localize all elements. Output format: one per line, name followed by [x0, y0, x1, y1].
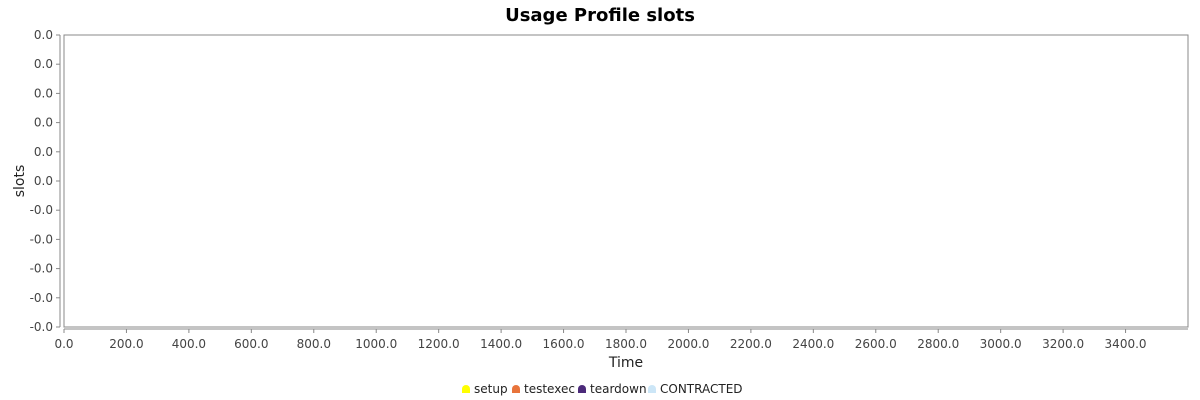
y-tick-label: -0.0: [30, 291, 53, 305]
plot-area: [63, 34, 1189, 328]
y-axis-ticks: 0.0 0.0 0.0 0.0 0.0 0.0 -0.0 -0.0 -0.0 -0.0 -0.0: [30, 28, 60, 334]
legend-marker: [462, 385, 470, 393]
y-axis-label: slots: [12, 165, 28, 198]
y-tick-label: -0.0: [30, 232, 53, 246]
y-tick-label: 0.0: [34, 116, 53, 130]
x-axis-label: Time: [608, 355, 643, 371]
y-tick-label: -0.0: [30, 320, 53, 334]
x-tick-label: 3400.0: [1105, 337, 1147, 351]
legend-item-teardown: teardown: [578, 382, 647, 396]
x-tick-label: 2400.0: [792, 337, 834, 351]
legend-item-testexec: testexec: [512, 382, 575, 396]
legend-label: testexec: [524, 382, 575, 396]
y-tick-label: -0.0: [30, 262, 53, 276]
x-tick-label: 2600.0: [855, 337, 897, 351]
x-tick-label: 2800.0: [917, 337, 959, 351]
x-tick-label: 0.0: [54, 337, 73, 351]
x-tick-label: 600.0: [234, 337, 268, 351]
legend: setup testexec teardown CONTRACTED: [462, 382, 743, 396]
legend-label: CONTRACTED: [660, 382, 743, 396]
x-tick-label: 2200.0: [730, 337, 772, 351]
y-tick-label: -0.0: [30, 203, 53, 217]
y-tick-label: 0.0: [34, 86, 53, 100]
legend-label: setup: [474, 382, 508, 396]
legend-label: teardown: [590, 382, 647, 396]
chart-title: Usage Profile slots: [505, 5, 695, 26]
x-tick-label: 800.0: [297, 337, 331, 351]
x-axis-ticks: 0.0 200.0 400.0 600.0 800.0 1000.0 1200.0 1400.…: [54, 329, 1147, 351]
y-tick-label: 0.0: [34, 28, 53, 42]
x-tick-label: 1200.0: [418, 337, 460, 351]
x-tick-label: 1800.0: [605, 337, 647, 351]
x-tick-label: 3000.0: [980, 337, 1022, 351]
y-tick-label: 0.0: [34, 145, 53, 159]
y-tick-label: 0.0: [34, 174, 53, 188]
legend-marker: [648, 385, 656, 393]
legend-marker: [578, 385, 586, 393]
legend-item-contracted: CONTRACTED: [648, 382, 743, 396]
x-tick-label: 1000.0: [355, 337, 397, 351]
x-tick-label: 200.0: [109, 337, 143, 351]
x-tick-label: 1400.0: [480, 337, 522, 351]
legend-marker: [512, 385, 520, 393]
x-tick-label: 3200.0: [1042, 337, 1084, 351]
x-tick-label: 400.0: [172, 337, 206, 351]
x-tick-label: 2000.0: [667, 337, 709, 351]
y-tick-label: 0.0: [34, 57, 53, 71]
legend-item-setup: setup: [462, 382, 508, 396]
x-tick-label: 1600.0: [543, 337, 585, 351]
